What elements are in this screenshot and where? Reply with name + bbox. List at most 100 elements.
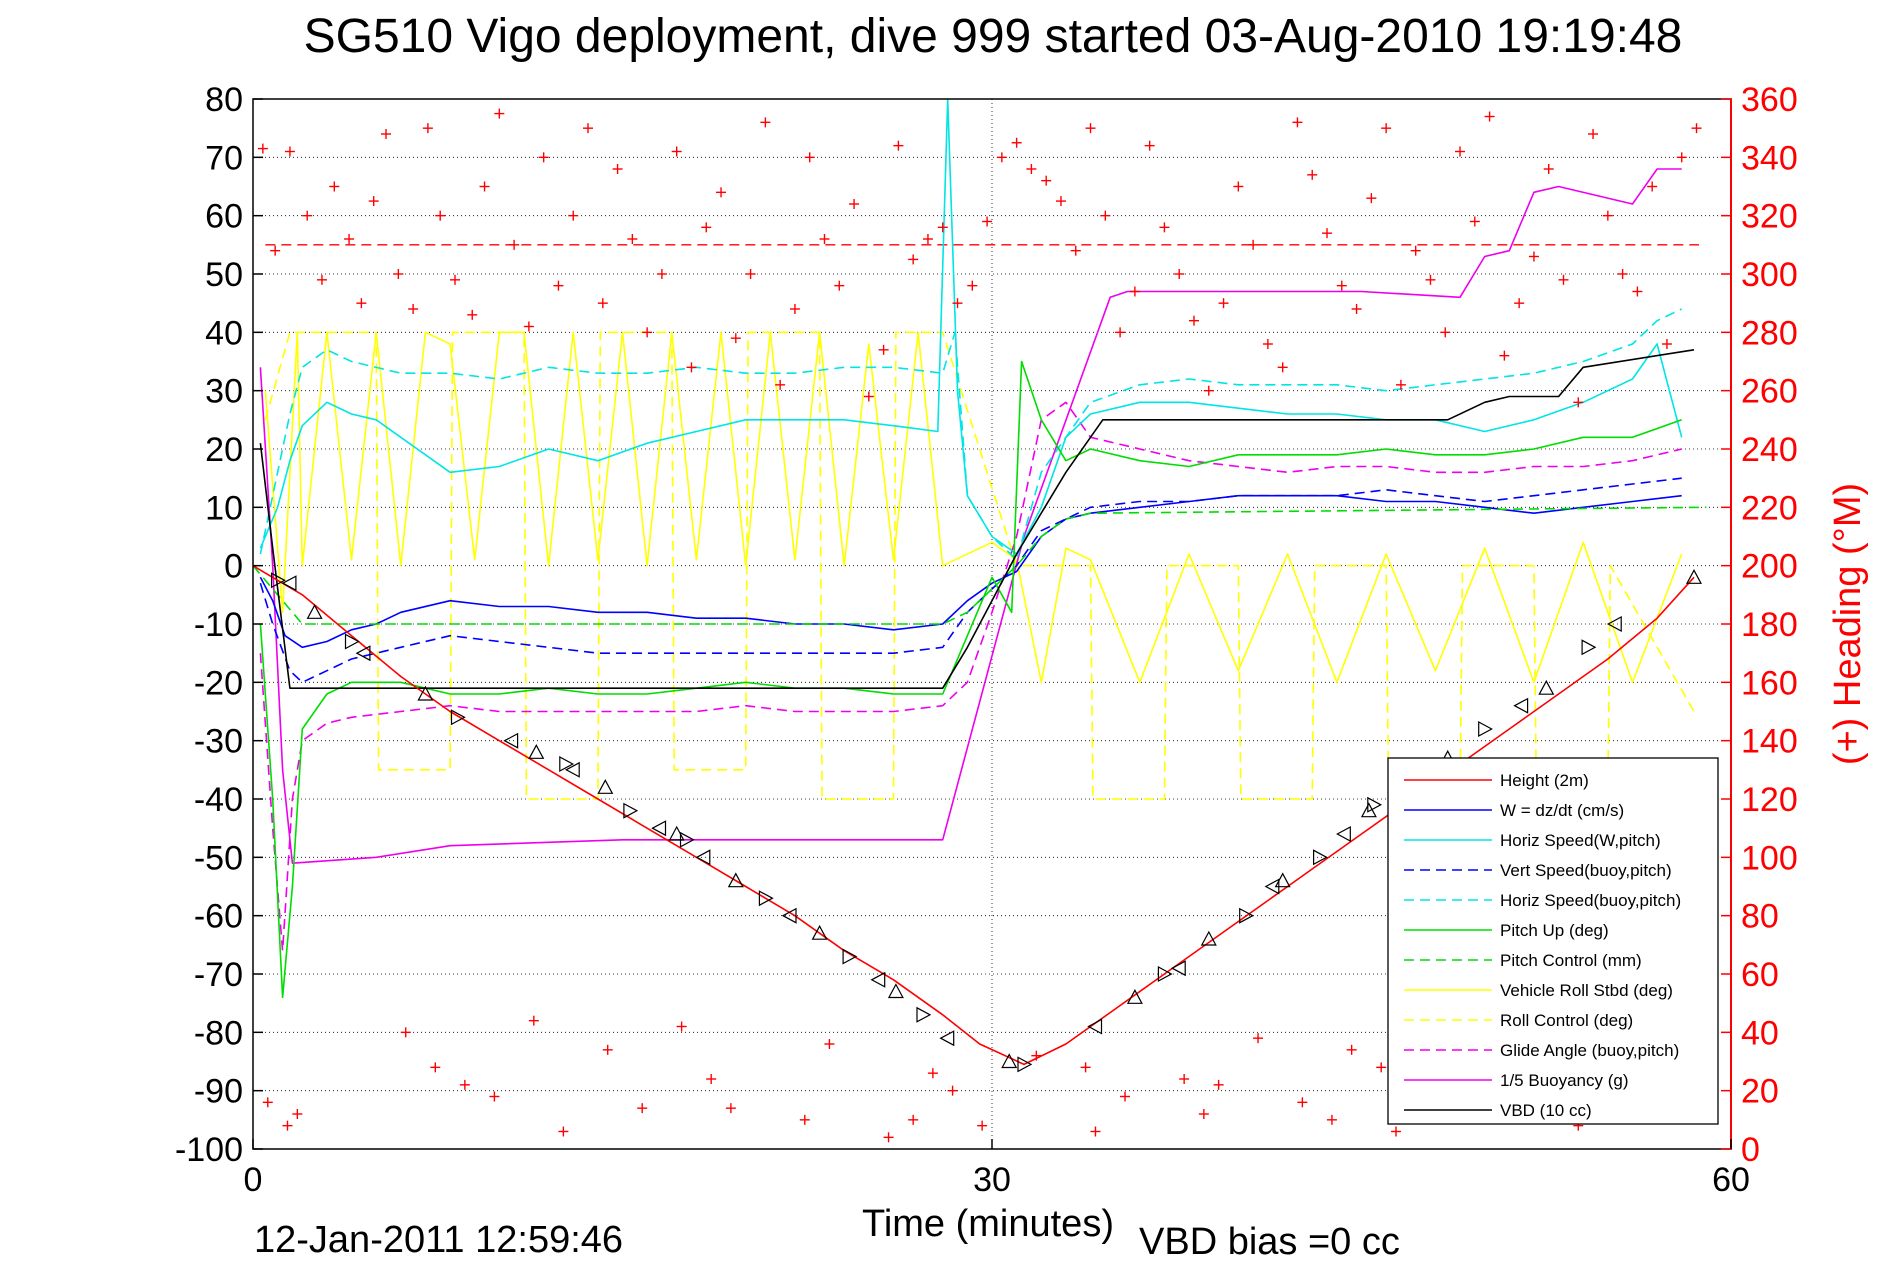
right-tick-label: 160 <box>1741 664 1798 702</box>
left-tick-label: 70 <box>205 139 243 177</box>
height-marker <box>679 831 695 848</box>
right-tick-label: 320 <box>1741 198 1798 236</box>
heading-point <box>489 1091 500 1102</box>
legend-label: Vehicle Roll Stbd (deg) <box>1500 981 1673 1000</box>
heading-point <box>602 1044 613 1055</box>
height-marker <box>1200 930 1217 946</box>
right-y-axis: 3603403203002802602402202001801601401201… <box>1721 81 1798 1169</box>
right-tick-label: 240 <box>1741 431 1798 469</box>
height-marker <box>1087 1018 1103 1035</box>
heading-point <box>908 254 919 265</box>
heading-point <box>1026 164 1037 174</box>
heading-point <box>952 298 963 309</box>
heading-point <box>627 234 638 244</box>
legend-label: Pitch Control (mm) <box>1500 951 1642 970</box>
height-marker <box>417 685 434 701</box>
left-tick-label: -40 <box>194 781 243 819</box>
heading-point <box>996 152 1007 163</box>
heading-point <box>1277 362 1288 373</box>
height-marker <box>1001 1053 1018 1069</box>
heading-point <box>316 274 327 285</box>
heading-point <box>937 222 948 233</box>
height-marker <box>623 802 639 819</box>
heading-point <box>1129 286 1140 297</box>
heading-point <box>1469 216 1480 227</box>
left-tick-label: -50 <box>194 839 243 877</box>
heading-point <box>1090 1126 1101 1137</box>
heading-point <box>1543 164 1554 174</box>
heading-point <box>1326 1114 1337 1125</box>
heading-point <box>558 1126 569 1137</box>
right-tick-label: 0 <box>1741 1131 1760 1169</box>
heading-point <box>849 199 860 209</box>
x-tick-label: 30 <box>973 1161 1011 1199</box>
heading-point <box>1410 245 1421 256</box>
height-marker <box>1538 679 1555 695</box>
height-marker <box>695 849 711 866</box>
heading-point <box>1528 251 1539 262</box>
legend-label: VBD (10 cc) <box>1500 1101 1592 1120</box>
legend-label: Pitch Up (deg) <box>1500 921 1609 940</box>
heading-point <box>745 269 756 279</box>
heading-point <box>1617 269 1628 279</box>
heading-point <box>1558 274 1569 285</box>
left-tick-label: 60 <box>205 198 243 236</box>
height-marker <box>271 572 286 589</box>
legend-label: Horiz Speed(buoy,pitch) <box>1500 891 1681 910</box>
heading-point <box>1041 175 1052 186</box>
left-tick-label: 40 <box>205 314 243 352</box>
legend-label: 1/5 Buoyancy (g) <box>1500 1071 1629 1090</box>
right-tick-label: 260 <box>1741 373 1798 411</box>
heading-point <box>1031 1050 1042 1061</box>
heading-point <box>408 304 419 314</box>
heading-point <box>1055 196 1066 207</box>
heading-point <box>329 181 340 192</box>
legend-label: W = dz/dt (cm/s) <box>1500 801 1624 820</box>
heading-point <box>494 108 505 119</box>
heading-point <box>789 304 800 314</box>
heading-point <box>947 1085 958 1096</box>
heading-point <box>1346 1044 1357 1055</box>
heading-point <box>1174 269 1185 279</box>
height-marker <box>651 820 667 837</box>
x-axis-label: Time (minutes) <box>862 1203 1114 1245</box>
right-tick-label: 20 <box>1741 1073 1779 1111</box>
height-marker <box>1685 569 1703 584</box>
heading-point <box>1602 210 1613 221</box>
heading-point <box>1440 327 1451 338</box>
heading-point <box>967 280 978 291</box>
left-tick-label: -80 <box>194 1014 243 1052</box>
right-tick-label: 120 <box>1741 781 1798 819</box>
height-marker <box>306 604 323 619</box>
heading-point <box>1676 152 1687 163</box>
height-marker <box>781 907 797 924</box>
heading-point <box>1218 298 1229 309</box>
heading-point <box>1455 146 1466 157</box>
plot-area <box>252 98 1732 1150</box>
heading-point <box>1632 286 1643 297</box>
heading-point <box>1484 111 1495 122</box>
heading-point <box>1080 1062 1091 1073</box>
legend-label: Horiz Speed(W,pitch) <box>1500 831 1661 850</box>
heading-point <box>725 1103 736 1114</box>
heading-point <box>824 1039 835 1049</box>
heading-point <box>637 1103 648 1114</box>
heading-point <box>467 309 478 320</box>
heading-point <box>642 327 653 338</box>
heading-point <box>284 146 295 157</box>
height-marker <box>916 1006 932 1023</box>
right-tick-label: 180 <box>1741 606 1798 644</box>
heading-point <box>977 1120 988 1131</box>
heading-point <box>760 117 771 128</box>
left-tick-label: 20 <box>205 431 243 469</box>
heading-point <box>538 152 549 163</box>
left-tick-label: -20 <box>194 664 243 702</box>
height-marker <box>842 948 858 965</box>
heading-point <box>282 1120 293 1131</box>
heading-point <box>1203 385 1214 396</box>
height-marker <box>1274 872 1291 888</box>
height-marker <box>1360 802 1377 818</box>
height-marker <box>727 872 744 888</box>
series-line <box>259 477 1682 684</box>
